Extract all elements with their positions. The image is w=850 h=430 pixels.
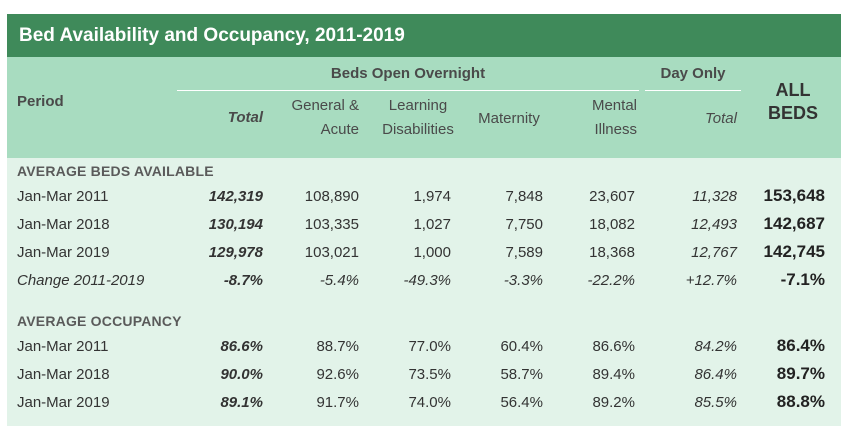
cell-all-beds: 88.8% — [776, 392, 825, 411]
cell-all-beds: 86.4% — [776, 336, 825, 355]
cell-mental-illness: 86.6% — [592, 338, 635, 355]
cell-total: 142,319 — [208, 188, 263, 205]
cell-general-acute: 103,335 — [304, 216, 359, 233]
cell-mental-illness: 23,607 — [589, 188, 635, 205]
cell-general-acute: 91.7% — [316, 394, 359, 411]
cell-general-acute: 108,890 — [304, 188, 359, 205]
header-general-acute-line2: Acute — [320, 121, 359, 138]
cell-all-beds: 142,687 — [763, 214, 825, 233]
row-period: Jan-Mar 2011 — [17, 188, 109, 205]
header-maternity: Maternity — [478, 110, 540, 127]
header-general-acute-line1: General & — [291, 97, 359, 114]
cell-learning-disabilities: 1,000 — [413, 244, 451, 261]
cell-general-acute: 92.6% — [316, 366, 359, 383]
cell-day-only-total: 12,493 — [691, 216, 737, 233]
header-beds-open-overnight: Beds Open Overnight — [330, 65, 486, 82]
cell-mental-illness: 89.2% — [592, 394, 635, 411]
cell-maternity: 56.4% — [500, 394, 543, 411]
header-period: Period — [17, 93, 64, 110]
cell-day-only-total: 12,767 — [691, 244, 737, 261]
cell-day-only-total: 86.4% — [694, 366, 737, 383]
cell-day-only-total: +12.7% — [685, 272, 737, 289]
cell-total: 90.0% — [220, 366, 263, 383]
header-mental-line1: Mental — [591, 97, 637, 114]
row-period: Jan-Mar 2018 — [17, 216, 110, 233]
cell-total: 89.1% — [220, 394, 263, 411]
cell-day-only-total: 85.5% — [694, 394, 737, 411]
cell-general-acute: 88.7% — [316, 338, 359, 355]
section-label-occupancy: AVERAGE OCCUPANCY — [17, 313, 182, 329]
header-learning-line1: Learning — [388, 97, 448, 114]
header-learning-line2: Disabilities — [382, 121, 454, 138]
cell-all-beds: 142,745 — [763, 242, 825, 261]
cell-day-only-total: 11,328 — [692, 188, 737, 205]
cell-maternity: -3.3% — [503, 272, 543, 289]
section-label-beds-available: AVERAGE BEDS AVAILABLE — [17, 163, 214, 179]
cell-general-acute: 103,021 — [304, 244, 359, 261]
header-all-beds-line1: ALL — [775, 80, 811, 100]
cell-mental-illness: 18,082 — [589, 216, 635, 233]
header-total: Total — [227, 109, 263, 126]
cell-learning-disabilities: 1,027 — [413, 216, 451, 233]
cell-maternity: 7,750 — [505, 216, 543, 233]
cell-maternity: 58.7% — [500, 366, 543, 383]
cell-mental-illness: 18,368 — [589, 244, 635, 261]
row-period: Jan-Mar 2011 — [17, 338, 109, 355]
cell-learning-disabilities: 77.0% — [408, 338, 451, 355]
cell-all-beds: 89.7% — [776, 364, 825, 383]
row-period: Jan-Mar 2019 — [17, 244, 110, 261]
cell-total: -8.7% — [223, 272, 263, 289]
cell-total: 129,978 — [208, 244, 263, 261]
table-title: Bed Availability and Occupancy, 2011-201… — [7, 14, 841, 57]
bed-availability-table: Bed Availability and Occupancy, 2011-201… — [7, 14, 841, 426]
cell-maternity: 7,848 — [505, 188, 543, 205]
cell-all-beds: -7.1% — [780, 270, 825, 289]
row-period: Jan-Mar 2019 — [17, 394, 110, 411]
cell-all-beds: 153,648 — [763, 186, 825, 205]
cell-learning-disabilities: 73.5% — [408, 366, 451, 383]
cell-learning-disabilities: -49.3% — [403, 272, 451, 289]
row-period: Change 2011-2019 — [17, 272, 145, 289]
header-day-only: Day Only — [660, 65, 726, 82]
row-period: Jan-Mar 2018 — [17, 366, 110, 383]
cell-mental-illness: -22.2% — [587, 272, 635, 289]
header-mental-line2: Illness — [594, 121, 637, 138]
table-body: AVERAGE BEDS AVAILABLE Jan-Mar 2011 142,… — [7, 158, 841, 426]
header-all-beds-line2: BEDS — [767, 103, 818, 123]
cell-maternity: 60.4% — [500, 338, 543, 355]
cell-total: 130,194 — [208, 216, 263, 233]
cell-total: 86.6% — [220, 338, 263, 355]
header-day-only-total: Total — [705, 110, 737, 127]
cell-day-only-total: 84.2% — [694, 338, 737, 355]
header-divider-overnight — [177, 90, 639, 91]
cell-learning-disabilities: 1,974 — [413, 188, 451, 205]
header-divider-day-only — [645, 90, 741, 91]
cell-mental-illness: 89.4% — [592, 366, 635, 383]
table-header: Beds Open Overnight Day Only ALL BEDS Pe… — [7, 57, 841, 158]
cell-learning-disabilities: 74.0% — [408, 394, 451, 411]
cell-maternity: 7,589 — [505, 244, 543, 261]
cell-general-acute: -5.4% — [319, 272, 359, 289]
